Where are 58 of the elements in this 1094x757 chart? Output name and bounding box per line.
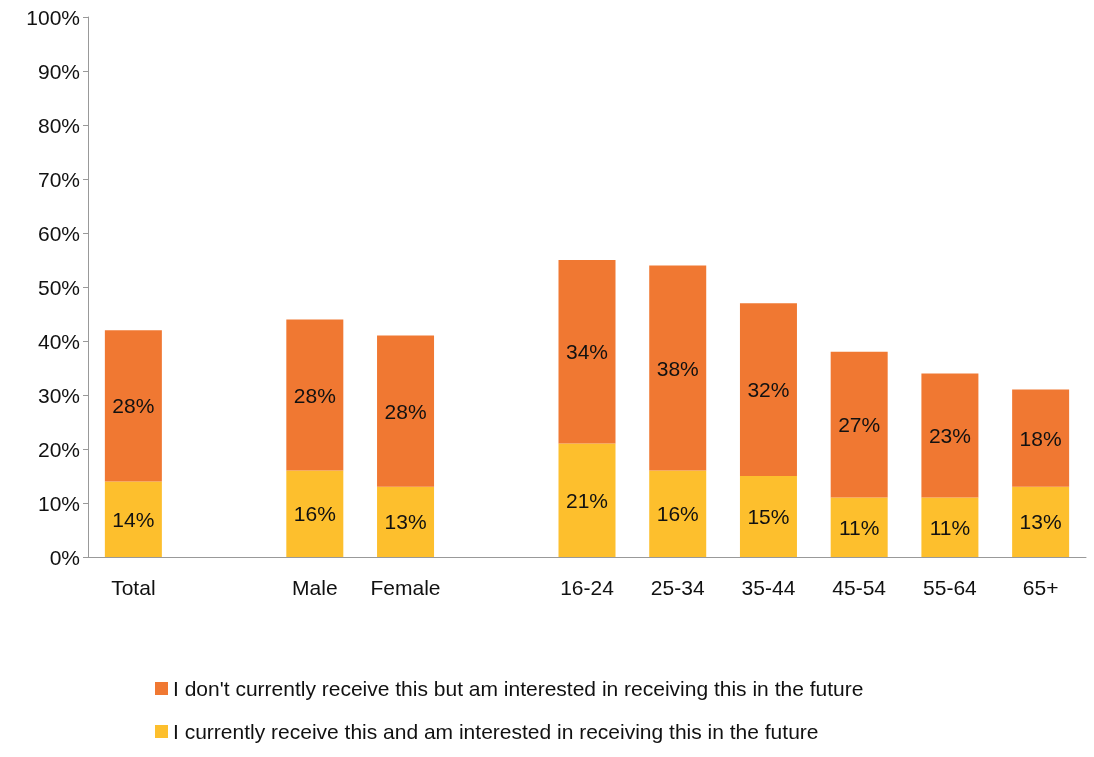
x-tick-label: 35-44 [741,576,796,599]
bar [739,303,797,476]
bar [739,476,797,557]
x-tick-label: Total [111,576,156,599]
legend-label: I don't currently receive this but am interested in receiving this in the future [173,677,864,700]
bar [377,486,435,557]
y-tick-label: 30% [37,383,80,407]
bar [377,335,435,487]
y-tick-label: 100% [26,5,80,29]
y-tick-label: 80% [37,113,80,137]
data-label: 21% [565,488,609,512]
data-label: 11% [838,515,880,539]
data-label: 27% [838,413,881,437]
data-label: 18% [1019,426,1062,450]
data-label: 23% [928,424,971,447]
y-tick-label: 70% [37,167,80,191]
data-label: 11% [929,515,971,539]
data-label: 28% [384,399,427,423]
y-tick-label: 0% [49,545,80,569]
y-tick-label: 10% [37,491,80,515]
data-label: 14% [112,507,155,531]
bar [286,470,344,557]
data-label: 16% [656,502,699,526]
bar [649,470,707,557]
x-tick-label: Male [292,576,338,599]
bar [649,265,707,471]
x-tick-label: 65+ [1022,576,1059,599]
bar [921,373,979,498]
data-label: 13% [384,510,427,534]
bar [104,330,162,482]
bar [830,351,888,498]
bar [1012,389,1070,487]
y-tick-label: 90% [37,59,80,83]
bar [104,481,162,557]
data-label: 15% [747,505,790,528]
y-tick-label: 60% [37,221,80,245]
data-label: 32% [747,378,790,402]
data-label: 13% [1019,510,1062,534]
y-tick-label: 50% [37,275,80,299]
bar [921,497,979,557]
x-tick-label: 55-64 [923,576,978,599]
y-tick-label: 20% [37,437,80,461]
x-tick-label: 16-24 [560,576,615,599]
y-tick-label: 40% [37,329,80,353]
legend-label: I currently receive this and am interested in receiving this in the future [173,720,819,743]
data-label: 28% [112,394,155,418]
bar [558,443,616,557]
bar [558,260,616,444]
bar [830,497,888,557]
data-label: 16% [293,502,336,526]
x-tick-label: 25-34 [650,576,705,599]
data-label: 28% [293,383,336,407]
bar [286,319,344,471]
data-label: 34% [565,340,609,364]
x-tick-label: Female [370,576,441,599]
data-label: 38% [656,356,699,380]
x-tick-label: 45-54 [832,576,887,599]
bar [1012,486,1070,557]
